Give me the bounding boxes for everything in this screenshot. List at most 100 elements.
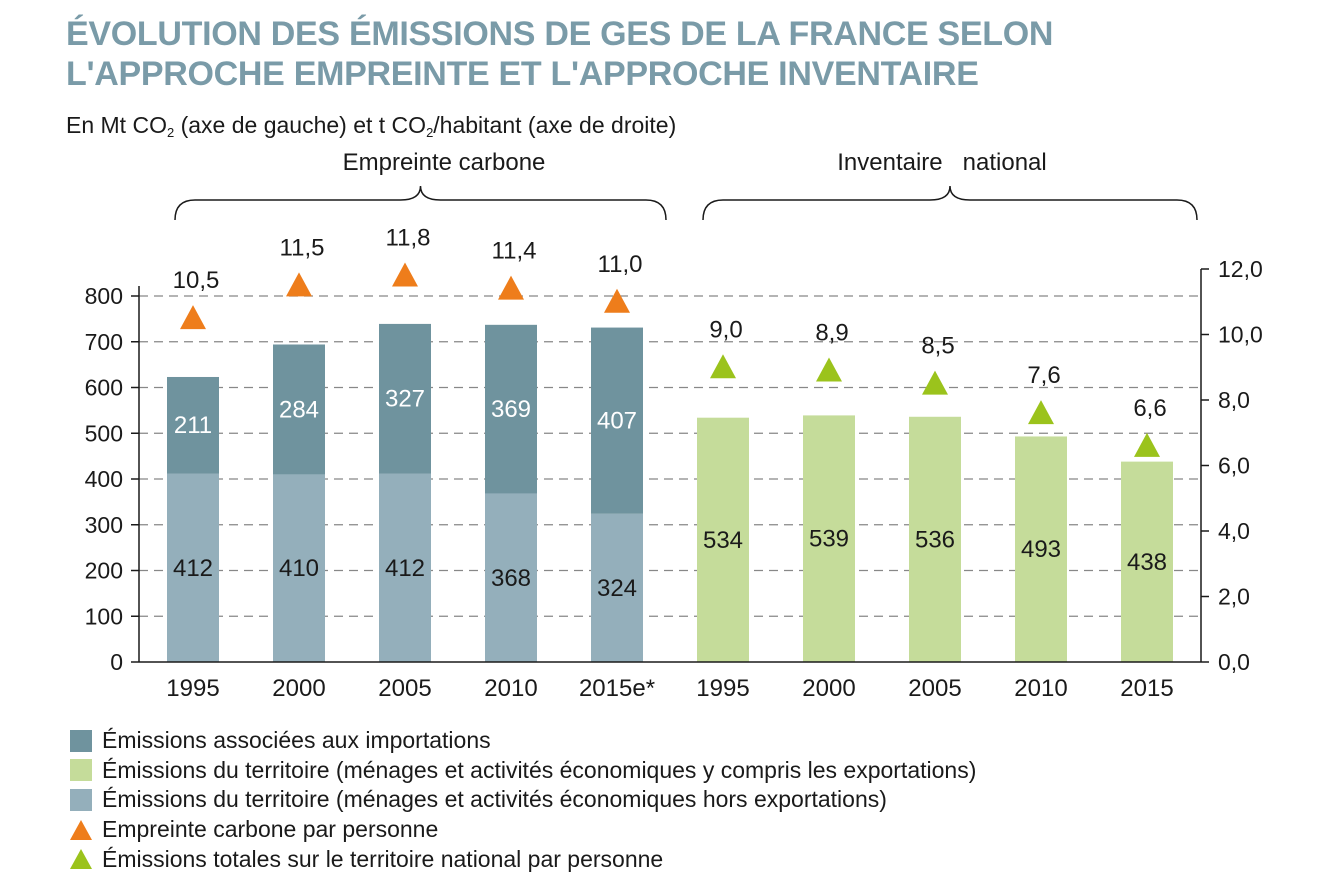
bar-label-imports: 327: [385, 386, 425, 413]
bar-territory-excl-exports: [273, 474, 325, 662]
x-tick-label: 2000: [272, 675, 325, 702]
bar-territory-excl-exports: [167, 473, 219, 662]
y-right-tick-label: 4,0: [1218, 518, 1250, 544]
bar-territory-incl-exports: [1015, 436, 1067, 662]
y-left-tick-label: 400: [85, 466, 123, 492]
bar-territory-excl-exports: [485, 493, 537, 662]
marker-value-label: 11,5: [280, 234, 325, 261]
marker-footprint-per-person: [498, 275, 524, 300]
bar-label-territory-excl-exports: 368: [491, 565, 531, 592]
x-tick-label: 2015: [1120, 675, 1173, 702]
chart-title: ÉVOLUTION DES ÉMISSIONS DE GES DE LA FRA…: [66, 14, 1053, 94]
bar-imports: [591, 327, 643, 514]
x-tick-label: 2010: [1014, 675, 1067, 702]
green-triangle-icon: [70, 849, 92, 870]
y-left-tick-label: 300: [85, 512, 123, 538]
bar-label-territory-excl-exports: 410: [279, 555, 319, 582]
marker-value-label: 7,6: [1027, 362, 1060, 389]
legend-label-territory-per-person: Émissions totales sur le territoire nati…: [102, 845, 664, 872]
bar-imports: [485, 324, 537, 494]
bar-label-territory-excl-exports: 412: [385, 555, 425, 582]
y-right-tick-label: 12,0: [1218, 256, 1263, 282]
chart-subtitle: En Mt CO2 (axe de gauche) et t CO2/habit…: [66, 112, 677, 140]
legend-swatch-imports: [70, 729, 92, 752]
legend-swatch-territory-incl-exports: [70, 759, 92, 782]
y-left-tick-label: 500: [85, 420, 123, 446]
bar-label-territory-incl-exports: 536: [915, 526, 955, 553]
y-left-tick-label: 100: [85, 603, 123, 629]
marker-value-label: 11,8: [386, 225, 431, 252]
marker-footprint-per-person: [392, 262, 418, 287]
y-left-tick-label: 200: [85, 558, 123, 584]
chart-title-line-2: L'APPROCHE EMPREINTE ET L'APPROCHE INVEN…: [66, 55, 979, 93]
marker-territory-per-person: [816, 357, 842, 382]
group-label-inventaire: Inventaire national: [837, 149, 1046, 176]
y-right-tick-label: 6,0: [1218, 453, 1250, 479]
x-tick-label: 2000: [802, 675, 855, 702]
bar-territory-incl-exports: [803, 415, 855, 662]
x-tick-label: 1995: [696, 675, 749, 702]
x-tick-label: 2010: [484, 675, 537, 702]
marker-value-label: 11,4: [492, 238, 537, 265]
bar-label-territory-incl-exports: 534: [703, 527, 743, 554]
legend-item-territory-excl-exports: Émissions du territoire (ménages et acti…: [70, 785, 976, 815]
legend-label-territory-incl-exports: Émissions du territoire (ménages et acti…: [102, 756, 977, 783]
bar-label-territory-incl-exports: 539: [809, 526, 849, 553]
legend-swatch-territory-excl-exports: [70, 788, 92, 811]
bar-territory-incl-exports: [909, 416, 961, 662]
y-right-tick-label: 8,0: [1218, 387, 1250, 413]
bar-label-territory-incl-exports: 438: [1127, 549, 1167, 576]
y-right-tick-label: 10,0: [1218, 322, 1263, 348]
bar-label-imports: 407: [597, 408, 637, 435]
bar-territory-incl-exports: [697, 417, 749, 662]
x-tick-label: 1995: [166, 675, 219, 702]
legend-item-territory-incl-exports: Émissions du territoire (ménages et acti…: [70, 756, 976, 786]
chart-title-line-1: ÉVOLUTION DES ÉMISSIONS DE GES DE LA FRA…: [66, 15, 1054, 53]
bar-imports: [273, 344, 325, 475]
marker-value-label: 8,5: [921, 333, 954, 360]
x-tick-label: 2005: [908, 675, 961, 702]
group-label-empreinte: Empreinte carbone: [343, 149, 546, 176]
legend-label-territory-excl-exports: Émissions du territoire (ménages et acti…: [102, 786, 887, 813]
marker-territory-per-person: [1134, 432, 1160, 457]
emissions-chart: 0 100 200 300 400 500 600 700 800 0,0 2,0 4,0 6,0 8,0…: [85, 149, 1263, 702]
bar-label-imports: 211: [174, 412, 212, 439]
orange-triangle-icon: [70, 819, 92, 840]
bar-label-imports: 284: [279, 396, 319, 423]
marker-footprint-per-person: [604, 288, 630, 313]
bar-territory-excl-exports: [591, 513, 643, 662]
y-left-tick-label: 800: [85, 283, 123, 309]
bar-label-territory-excl-exports: 412: [173, 555, 213, 582]
y-left-tick-label: 0: [110, 649, 123, 675]
marker-value-label: 6,6: [1133, 395, 1166, 422]
marker-value-label: 8,9: [815, 320, 848, 347]
brace-inventaire: [702, 185, 1198, 221]
legend-item-imports: Émissions associées aux importations: [70, 726, 976, 756]
marker-value-label: 11,0: [598, 251, 643, 278]
marker-territory-per-person: [922, 370, 948, 395]
brace-empreinte: [174, 185, 667, 221]
bar-territory-excl-exports: [379, 473, 431, 662]
marker-value-label: 9,0: [709, 316, 742, 343]
y-right-tick-label: 0,0: [1218, 649, 1250, 675]
marker-value-label: 10,5: [173, 267, 220, 294]
bar-label-territory-incl-exports: 493: [1021, 536, 1061, 563]
marker-footprint-per-person: [180, 305, 206, 330]
marker-territory-per-person: [1028, 400, 1054, 425]
y-left-tick-label: 700: [85, 329, 123, 355]
x-tick-label: 2015e*: [579, 675, 655, 702]
bar-imports: [379, 323, 431, 474]
legend-label-imports: Émissions associées aux importations: [102, 727, 491, 754]
y-right-tick-label: 2,0: [1218, 584, 1250, 610]
x-tick-label: 2005: [378, 675, 431, 702]
chart-legend: Émissions associées aux importations Émi…: [70, 726, 976, 874]
bar-label-territory-excl-exports: 324: [597, 575, 637, 602]
legend-item-territory-per-person: Émissions totales sur le territoire nati…: [70, 844, 976, 874]
marker-footprint-per-person: [286, 272, 312, 297]
bar-imports: [167, 376, 219, 474]
bar-label-imports: 369: [491, 396, 531, 423]
legend-item-footprint-per-person: Empreinte carbone par personne: [70, 815, 976, 845]
marker-territory-per-person: [710, 354, 736, 379]
legend-label-footprint-per-person: Empreinte carbone par personne: [102, 816, 439, 843]
y-left-tick-label: 600: [85, 375, 123, 401]
